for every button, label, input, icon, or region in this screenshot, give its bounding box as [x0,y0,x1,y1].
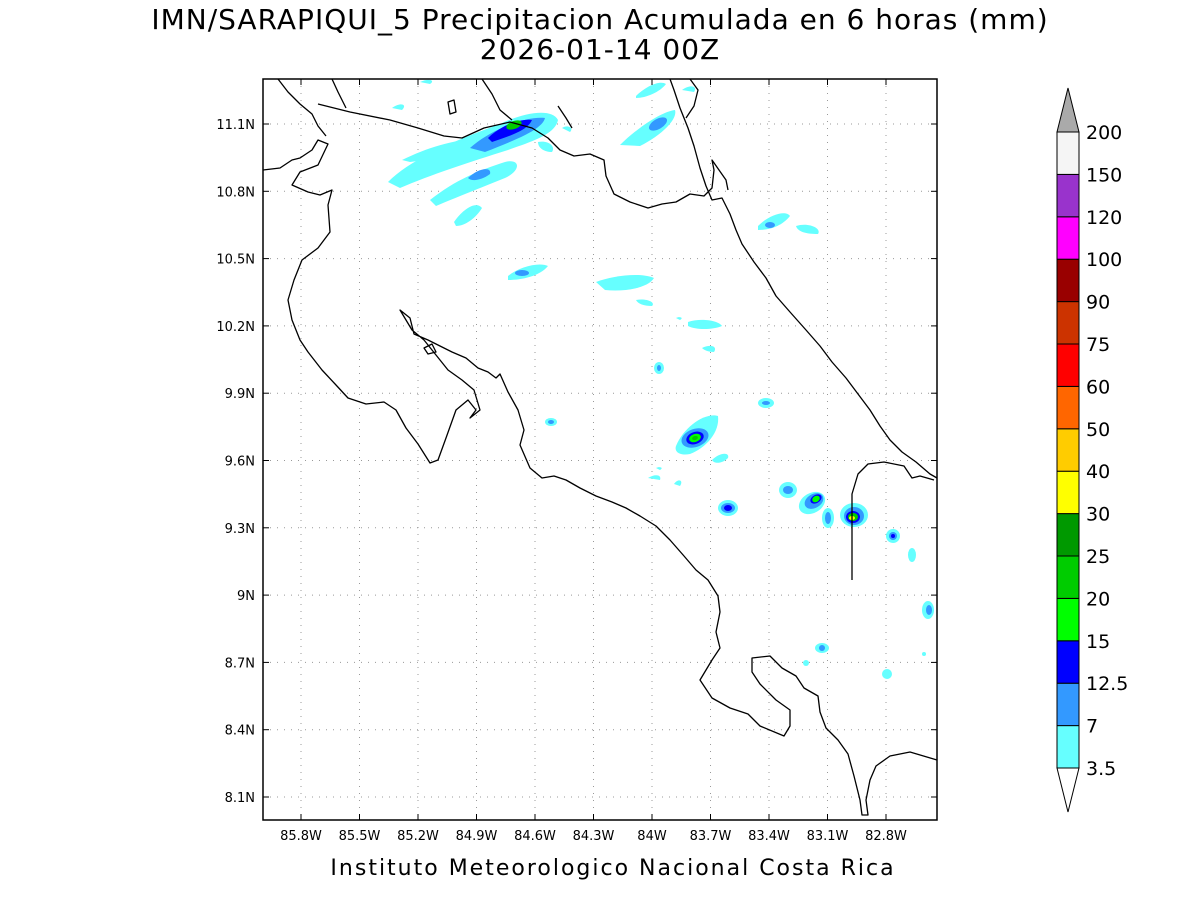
colorbar-level-label: 120 [1086,207,1122,229]
lat-tick-label: 8.7N [225,656,255,671]
lat-lon-grid [263,79,937,820]
lat-tick-label: 10.8N [216,185,255,200]
lat-tick-label: 8.1N [225,791,255,806]
colorbar-swatch [1056,301,1080,345]
rain-cell-southeast [718,482,934,679]
coastline-nicoya-north [685,78,699,119]
colorbar-level-label: 12.5 [1086,673,1128,695]
footer-credit: Instituto Meteorologico Nacional Costa R… [330,856,896,881]
colorbar-level-label: 50 [1086,419,1110,441]
colorbar-level-label: 100 [1086,249,1122,271]
coastline-caribbean [277,78,938,479]
lat-tick-label: 9.3N [225,522,255,537]
colorbar-level-label: 3.5 [1086,758,1116,780]
lon-tick-label: 84W [637,829,667,844]
colorbar-level-label: 40 [1086,461,1110,483]
colorbar-swatch [1056,725,1080,769]
colorbar-swatch [1056,173,1080,218]
colorbar-level-label: 20 [1086,588,1110,610]
lon-tick-label: 85.2W [397,829,439,844]
map-plot-area: 11.1N 10.8N 10.5N 10.2N 9.9N 9.6N 9.3N 9N 8.7N 8.… [216,78,938,844]
colorbar-level-label: 30 [1086,504,1110,526]
rain-cell-northeast [392,79,819,234]
lon-tick-label: 84.3W [573,829,615,844]
coastline-inner-2 [447,99,457,115]
colorbar-over-triangle [1056,87,1080,133]
colorbar-level-label: 200 [1086,122,1122,144]
coastline-inner [423,343,437,355]
lat-tick-label: 8.4N [225,724,255,739]
colorbar-swatch [1056,385,1080,430]
colorbar-swatch [1056,216,1080,260]
lat-tick-label: 10.5N [216,253,255,268]
lon-tick-label: 84.6W [514,829,556,844]
border-nicaragua [317,103,729,209]
colorbar-under-triangle [1056,767,1080,813]
lon-tick-label: 82.8W [865,829,907,844]
map-title: IMN/SARAPIQUI_5 Precipitacion Acumulada … [151,3,1049,36]
border-panama [851,461,935,580]
lat-tick-label: 11.1N [216,118,255,133]
colorbar-swatch [1056,555,1080,599]
lat-tick-label: 10.2N [216,320,255,335]
lon-tick-label: 83.7W [690,829,732,844]
colorbar-swatch [1056,428,1080,472]
colorbar-level-label: 60 [1086,376,1110,398]
colorbar-level-label: 90 [1086,292,1110,314]
map-frame [262,78,938,821]
colorbar-swatch [1056,597,1080,642]
colorbar-level-label: 150 [1086,164,1122,186]
lon-tick-label: 83.4W [748,829,790,844]
colorbar-swatch [1056,343,1080,387]
lat-tick-label: 9.6N [225,455,255,470]
colorbar-level-label: 7 [1086,716,1098,738]
coastline-pacific [262,139,938,816]
lat-tick-label: 9.9N [225,387,255,402]
colorbar-swatch [1056,470,1080,515]
colorbar-swatch [1056,131,1080,175]
colorbar-level-label: 15 [1086,631,1110,653]
colorbar-level-label: 25 [1086,546,1110,568]
lon-tick-label: 83.1W [807,829,849,844]
rain-cell-central-valley [648,415,729,486]
axis-labels: 11.1N 10.8N 10.5N 10.2N 9.9N 9.6N 9.3N 9N 8.7N 8.… [216,79,937,844]
rain-cell-central [508,264,774,426]
colorbar-swatch [1056,682,1080,727]
map-subtitle-date: 2026-01-14 00Z [479,33,721,66]
lon-tick-label: 85.8W [280,829,322,844]
rain-cell-north [388,112,572,226]
colorbar-legend: 3.5 7 12.5 15 20 25 30 40 50 60 75 90 100 120 150 200 [1056,87,1128,813]
colorbar-swatch [1056,258,1080,303]
lon-tick-label: 85.5W [339,829,381,844]
coastlines-borders [262,78,938,816]
lat-tick-label: 9N [237,589,255,604]
lon-tick-label: 84.9W [456,829,498,844]
colorbar-level-label: 75 [1086,334,1110,356]
colorbar-swatch [1056,640,1080,684]
colorbar-swatch [1056,513,1080,557]
precipitation-field [388,79,934,679]
